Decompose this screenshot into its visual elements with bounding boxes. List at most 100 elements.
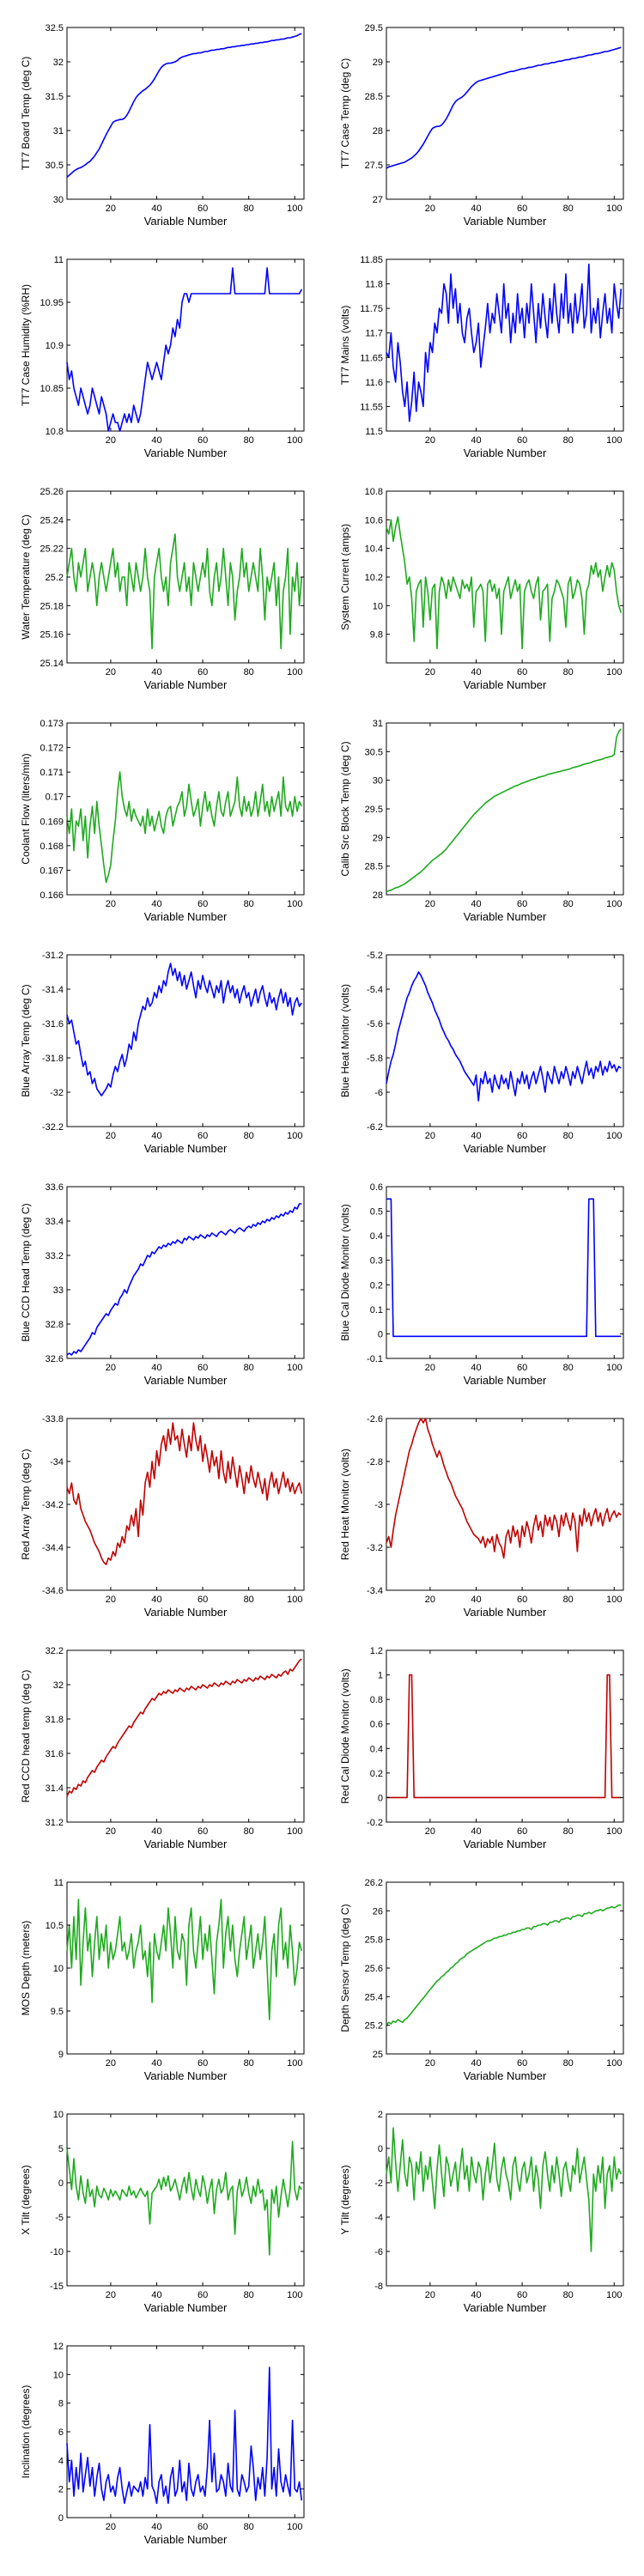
y-axis-label: Depth Sensor Temp (deg C) [339, 1904, 351, 2032]
x-tick-label: 60 [197, 204, 208, 214]
x-axis-label: Variable Number [464, 678, 547, 691]
chart-panel: 20 40 60 80 100 -32.2 -32 -31.8 -31.6 -31.4 -31.2 V… [20, 951, 305, 1155]
x-axis-label: Variable Number [464, 1142, 547, 1155]
y-tick-label: 31.2 [46, 1818, 64, 1828]
x-axis-label: Variable Number [464, 910, 547, 923]
y-tick-label: 10.9 [46, 341, 64, 351]
x-tick-label: 60 [197, 667, 208, 677]
plot-frame [386, 1649, 624, 1823]
series-line [386, 1674, 622, 1799]
y-tick-label: 32 [53, 58, 64, 68]
x-tick-label: 20 [425, 1826, 435, 1837]
x-tick-label: 20 [106, 1595, 116, 1605]
plot-frame [386, 1418, 624, 1591]
y-tick-label: -33.8 [42, 1414, 64, 1425]
y-tick-label: 9.8 [370, 630, 383, 641]
x-tick-label: 40 [471, 899, 481, 909]
y-tick-label: 6 [58, 2427, 64, 2438]
y-tick-label: 0.4 [370, 1744, 383, 1754]
y-tick-label: 11 [54, 1878, 64, 1888]
y-tick-label: -2.8 [367, 1457, 383, 1467]
chart-panel: 20 40 60 80 100 28 28.5 29 29.5 30 30.5 31 Variable … [339, 719, 624, 923]
x-tick-label: 60 [517, 435, 527, 446]
x-axis-label: Variable Number [144, 1838, 228, 1850]
y-tick-label: -32 [50, 1088, 64, 1098]
series-line [386, 46, 622, 169]
y-tick-label: 4 [58, 2456, 64, 2466]
x-tick-label: 100 [287, 2058, 302, 2069]
y-tick-label: 25.18 [39, 601, 64, 611]
x-tick-label: 20 [425, 899, 435, 909]
y-tick-label: 10 [53, 1964, 64, 1974]
x-axis-label: Variable Number [144, 1142, 228, 1155]
x-tick-label: 100 [606, 204, 622, 214]
y-axis-label: Blue CCD Head Temp (deg C) [20, 1203, 32, 1341]
x-tick-label: 80 [244, 899, 254, 909]
y-tick-label: 10.4 [365, 544, 383, 555]
x-tick-label: 40 [471, 1363, 481, 1373]
y-tick-label: 1.2 [370, 1646, 383, 1656]
x-tick-label: 20 [106, 2290, 116, 2300]
y-tick-label: -3 [374, 1500, 383, 1510]
x-tick-label: 80 [244, 2058, 254, 2069]
x-tick-label: 100 [287, 899, 302, 909]
x-tick-label: 20 [106, 1131, 116, 1141]
y-tick-label: 30.5 [365, 747, 383, 757]
y-tick-label: 29 [373, 58, 383, 68]
chart-panel: 20 40 60 80 100 10.8 10.85 10.9 10.95 11 Variable … [20, 255, 305, 459]
x-tick-label: 100 [287, 1826, 302, 1837]
y-axis-label: System Current (amps) [339, 524, 351, 630]
y-tick-label: 0.169 [39, 817, 64, 827]
x-tick-label: 80 [563, 899, 574, 909]
series-line [66, 1899, 303, 2020]
x-tick-label: 60 [517, 1826, 527, 1837]
y-tick-label: 10 [53, 2370, 64, 2380]
plot-frame [386, 2113, 624, 2287]
y-axis-label: TT7 Case Temp (deg C) [339, 58, 351, 169]
y-tick-label: 33 [53, 1285, 64, 1296]
x-tick-label: 20 [425, 1595, 435, 1605]
y-axis-label: Blue Heat Monitor (volts) [339, 984, 351, 1097]
plot-frame [386, 722, 624, 896]
x-tick-label: 100 [287, 1363, 302, 1373]
y-tick-label: 10.6 [365, 515, 383, 526]
y-tick-label: 0.2 [370, 1280, 383, 1291]
y-tick-label: -3.4 [367, 1586, 383, 1596]
x-tick-label: 40 [471, 435, 481, 446]
x-tick-label: 40 [151, 1363, 161, 1373]
y-tick-label: 10.85 [39, 384, 64, 394]
x-axis-label: Variable Number [144, 678, 228, 691]
y-tick-label: -4 [374, 2213, 383, 2223]
y-tick-label: -32.2 [42, 1122, 64, 1133]
y-tick-label: 11.8 [365, 280, 383, 290]
y-tick-label: 25.24 [39, 515, 64, 526]
x-tick-label: 40 [471, 1131, 481, 1141]
x-tick-label: 20 [106, 204, 116, 214]
plot-frame [386, 490, 624, 664]
y-axis-label: Y Tilt (degrees) [339, 2165, 351, 2234]
x-tick-label: 60 [517, 899, 527, 909]
y-tick-label: 25.2 [46, 573, 64, 583]
series-line [386, 516, 623, 650]
x-axis-label: Variable Number [464, 1606, 547, 1619]
y-tick-label: 31.8 [46, 1715, 64, 1725]
plot-frame [66, 2113, 305, 2287]
y-axis-label: Blue Array Temp (deg C) [20, 984, 32, 1097]
x-tick-label: 40 [151, 2058, 161, 2069]
y-tick-label: 33.6 [46, 1182, 64, 1193]
y-tick-label: 9.5 [51, 2007, 64, 2017]
y-tick-label: 10.95 [39, 298, 64, 308]
x-axis-label: Variable Number [144, 2533, 228, 2546]
x-tick-label: 80 [244, 667, 254, 677]
x-tick-label: 60 [197, 1826, 208, 1837]
y-axis-label: TT7 Case Humidity (%RH) [20, 284, 32, 406]
x-axis-label: Variable Number [144, 910, 228, 923]
y-axis-label: Red Cal Diode Monitor (volts) [339, 1668, 351, 1803]
y-tick-label: -10 [50, 2247, 64, 2257]
x-tick-label: 100 [606, 667, 622, 677]
y-axis-label: Red Array Temp (deg C) [20, 1449, 32, 1559]
x-tick-label: 40 [471, 1826, 481, 1837]
x-tick-label: 40 [151, 2290, 161, 2300]
y-tick-label: 0.3 [370, 1256, 383, 1267]
plot-frame [66, 258, 305, 432]
